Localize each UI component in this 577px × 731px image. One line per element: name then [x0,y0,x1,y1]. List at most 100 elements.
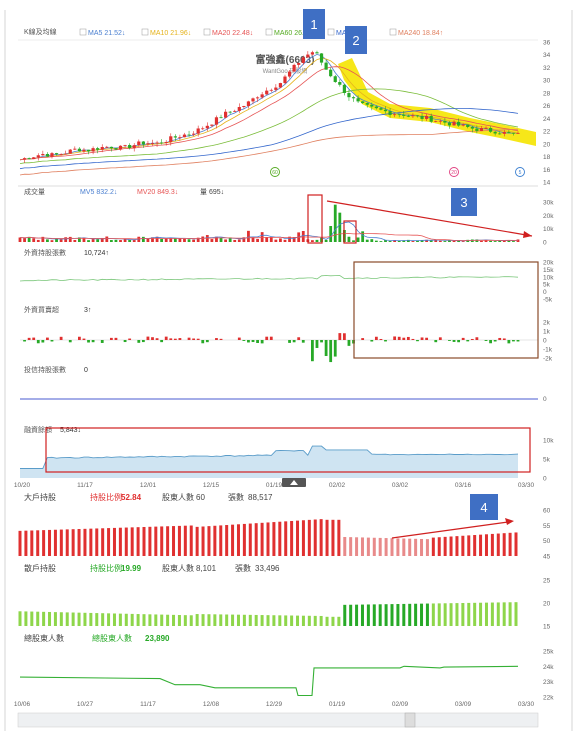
candle-body [507,132,511,133]
big-holders-bar [236,524,240,556]
candle-body [301,57,305,63]
foreign-trade-bar [297,337,301,340]
foreign-trade-bar [128,338,132,340]
big-holders-bar [337,519,341,556]
retail-holders-bar [307,615,311,626]
retail-holders-bar [154,614,158,626]
candle-body [201,128,205,130]
scrollbar-handle[interactable] [404,712,416,728]
candle-body [493,131,497,134]
ma-legend-checkbox [265,28,273,36]
margin-y-axis: 10k 5k 0 [543,438,554,483]
volume-bar [333,204,337,242]
big-holders-bar [65,529,69,556]
retail-holders-bar [408,603,412,626]
foreign-trade-bar [68,340,72,343]
foreign-trade-bar [256,340,259,343]
x-tick-label: 12/08 [203,701,220,708]
ma-legend-item: MA5 21.52↓ [88,30,125,37]
candle-body [333,76,337,83]
volume-bar [406,239,410,242]
big-holders-bar [508,532,512,556]
candle-body [356,98,360,102]
big-holders-bar [24,530,28,556]
marker-1-text: 1 [310,17,317,32]
retail-holders-bar [319,615,323,626]
trust-holding-tick: 0 [543,396,547,403]
y-tick-label: 18 [543,154,551,161]
retail-holders-bar [236,614,240,626]
retail-holders-bar [189,615,193,626]
volume-bar [507,240,511,242]
retail-holders-label: 散戶持股 [24,563,56,573]
volume-bar [160,238,164,242]
ma-legend: MA5 21.52↓ MA10 21.96↓ MA20 22.48↓ MA60 26.… [79,28,443,37]
candle-body [411,115,415,117]
volume-bar [18,237,22,242]
foreign-trade-bar [324,340,328,357]
volume-bar [397,240,401,242]
retail-holders-bar [95,613,99,626]
candle-body [488,128,493,132]
candle-body [27,158,31,160]
retail-holders-bar [301,615,305,626]
retail-holders-bar [396,604,400,626]
foreign-trade-bar [292,340,296,343]
retail-holders-bar [343,604,347,626]
volume-bar [388,241,392,242]
volume-bar [27,236,31,242]
foreign-trade-bar [192,338,196,340]
volume-bar [123,238,127,242]
marker-4-box [470,494,498,520]
x-tick-label: 11/17 [140,701,156,708]
foreign-trade-panel: 外資買賣超 3↑ 2k 1k 0 -1k -2k [20,261,553,363]
event-marker-label: 20 [451,170,457,176]
big-holders-bar [390,538,394,556]
volume-bar [169,237,173,242]
volume-bar [192,239,196,242]
foreign-holding-line [19,275,519,282]
volume-bar [146,238,150,242]
marker-2: 2 [345,26,367,54]
candle-body [214,117,219,125]
candle-body [498,133,502,135]
chevron-up-icon[interactable] [290,480,298,485]
foreign-trade-bar [123,340,127,343]
retail-holders-bar [331,616,335,626]
big-holders-bar [284,521,288,556]
y-tick-label: -2k [543,356,553,363]
big-holders-bar [225,525,229,556]
candle-body [223,111,228,118]
foreign-trade-bar [242,340,246,341]
big-holders-bar [455,536,459,556]
retail-holders-bar [278,615,282,626]
y-tick-label: 34 [543,52,551,59]
retail-holders-bar [384,604,388,626]
candle-body [32,157,36,160]
volume-bar [32,238,36,242]
candle-body [141,141,145,145]
retail-holders-bar [437,603,441,626]
big-holders-bar [343,536,347,556]
foreign-trade-bar [137,340,141,343]
big-holders-ratio-value: 52.84 [121,493,142,502]
candle-body [36,155,40,158]
volume-bar [233,239,237,242]
foreign-trade-bar [178,338,182,340]
candle-body [118,145,123,150]
volume-spike-box-2 [343,220,357,244]
x-tick-label: 03/30 [518,482,535,489]
volume-bar [114,239,118,242]
candle-body [502,132,506,134]
y-tick-label: 20k [543,260,554,267]
y-tick-label: 16 [543,167,551,174]
timeline-scrollbar[interactable] [17,712,539,728]
big-holders-bar [83,528,87,556]
ma-legend-item: MA10 21.96↓ [150,30,191,37]
candle-body [192,133,196,135]
foreign-trade-bar [301,340,305,343]
candle-body [274,87,278,90]
total-holders-x-axis: 10/06 10/27 11/17 12/08 12/29 01/19 02/09 03/09… [14,701,535,708]
foreign-trade-bar [169,338,173,340]
